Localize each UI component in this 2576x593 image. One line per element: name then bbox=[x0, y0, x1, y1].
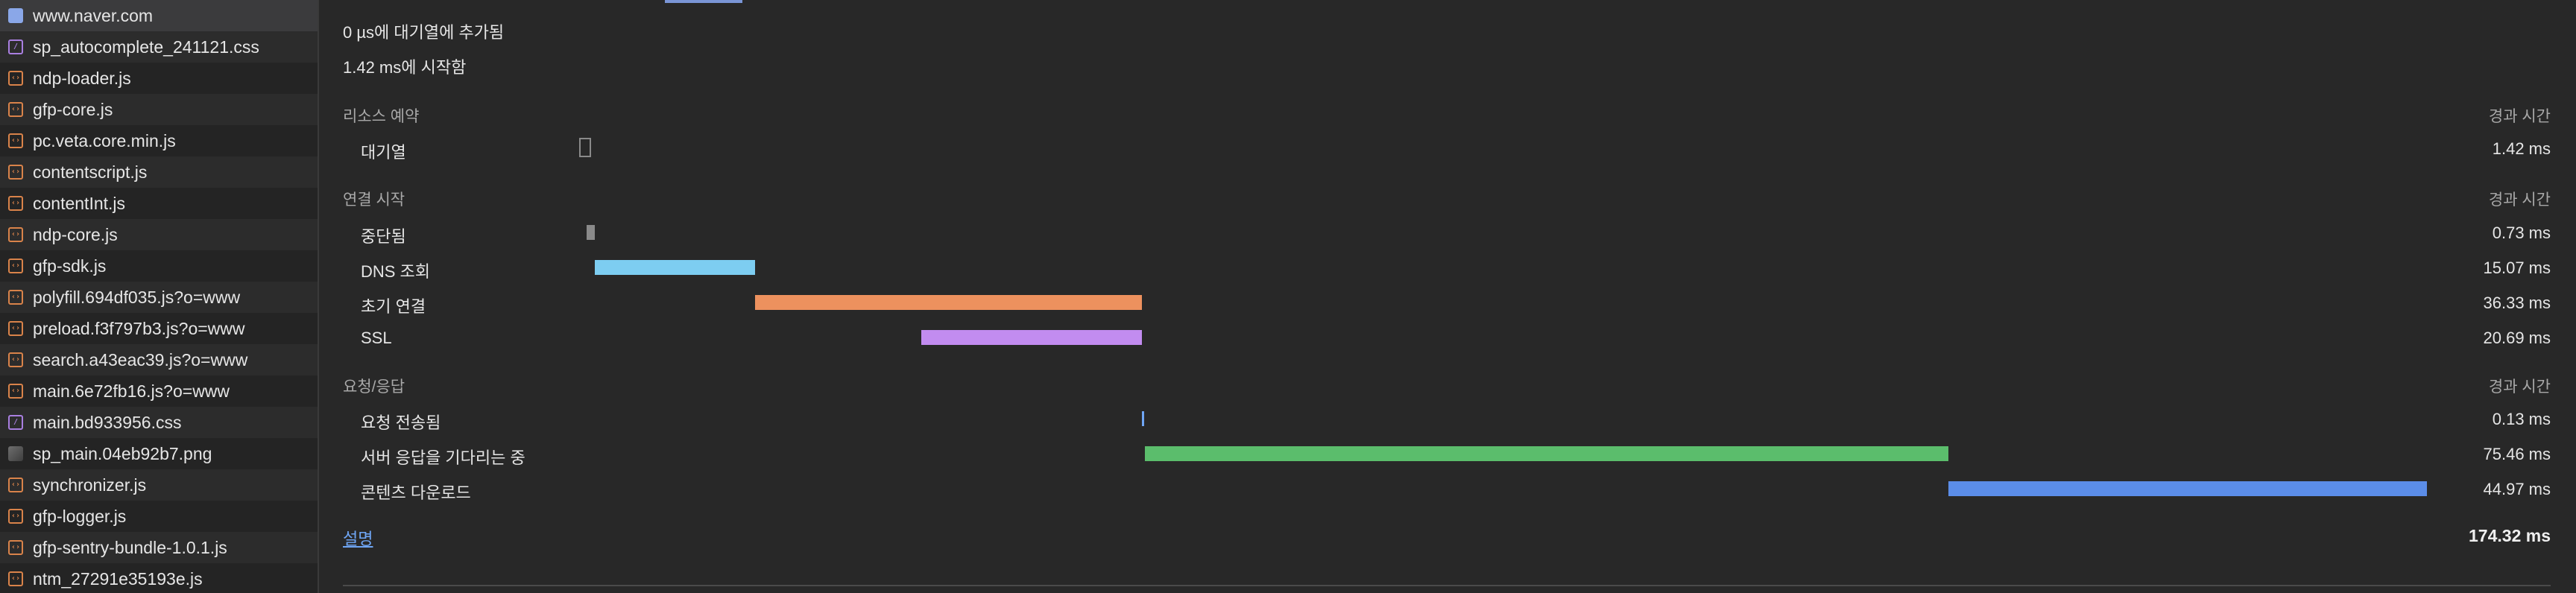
phase-label: 콘텐츠 다운로드 bbox=[361, 483, 471, 502]
request-item[interactable]: ‹› ndp-core.js bbox=[0, 219, 318, 250]
request-item[interactable]: ‹› main.6e72fb16.js?o=www bbox=[0, 375, 318, 407]
request-item-label: gfp-logger.js bbox=[33, 506, 127, 526]
timing-panel: 0 µs에 대기열에 추가됨 1.42 ms에 시작함 리소스 예약 경과 시간 대… bbox=[319, 0, 2576, 593]
script-file-icon: ‹› bbox=[8, 290, 23, 305]
request-item[interactable]: ‹› ndp-loader.js bbox=[0, 63, 318, 94]
request-item-label: main.6e72fb16.js?o=www bbox=[33, 381, 230, 401]
phase-duration: 36.33 ms bbox=[2483, 294, 2551, 312]
request-list-sidebar: www.naver.com / sp_autocomplete_241121.css… bbox=[0, 0, 319, 593]
script-file-icon: ‹› bbox=[8, 196, 23, 211]
request-item-label: gfp-core.js bbox=[33, 99, 113, 119]
request-item-label: contentInt.js bbox=[33, 193, 126, 213]
script-file-icon: ‹› bbox=[8, 133, 23, 148]
script-file-icon: ‹› bbox=[8, 571, 23, 586]
request-item[interactable]: ‹› polyfill.694df035.js?o=www bbox=[0, 282, 318, 313]
script-file-icon: ‹› bbox=[8, 259, 23, 273]
request-item[interactable]: ‹› gfp-core.js bbox=[0, 94, 318, 125]
script-file-icon: ‹› bbox=[8, 540, 23, 555]
document-icon bbox=[8, 8, 23, 23]
phase-label: 서버 응답을 기다리는 중 bbox=[361, 448, 525, 467]
request-item-label: gfp-sdk.js bbox=[33, 256, 107, 276]
elapsed-time-header: 경과 시간 bbox=[2488, 108, 2551, 125]
bottom-divider bbox=[343, 585, 2551, 586]
phase-bar bbox=[921, 330, 1142, 345]
request-item[interactable]: ‹› ntm_27291e35193e.js bbox=[0, 563, 318, 593]
request-item-label: www.naver.com bbox=[33, 5, 154, 25]
elapsed-time-header: 경과 시간 bbox=[2488, 378, 2551, 396]
request-item[interactable]: / sp_autocomplete_241121.css bbox=[0, 31, 318, 63]
image-file-icon bbox=[8, 446, 23, 461]
phase-label: 요청 전송됨 bbox=[361, 413, 441, 432]
selected-tab-indicator bbox=[665, 0, 742, 3]
phase-label: 중단됨 bbox=[361, 227, 406, 246]
section-title: 연결 시작 bbox=[343, 191, 405, 209]
request-item-label: sp_main.04eb92b7.png bbox=[33, 443, 212, 463]
elapsed-time-header: 경과 시간 bbox=[2488, 191, 2551, 209]
phase-bar bbox=[1145, 446, 1948, 461]
explanation-link[interactable]: 설명 bbox=[343, 530, 373, 548]
request-item-label: contentscript.js bbox=[33, 162, 148, 182]
phase-label: SSL bbox=[361, 329, 392, 347]
request-item[interactable]: ‹› contentInt.js bbox=[0, 188, 318, 219]
request-item[interactable]: www.naver.com bbox=[0, 0, 318, 31]
request-item-label: polyfill.694df035.js?o=www bbox=[33, 287, 241, 307]
request-item[interactable]: ‹› contentscript.js bbox=[0, 156, 318, 188]
request-item-label: sp_autocomplete_241121.css bbox=[33, 37, 259, 57]
phase-duration: 1.42 ms bbox=[2492, 139, 2551, 158]
section-title: 리소스 예약 bbox=[343, 108, 420, 125]
script-file-icon: ‹› bbox=[8, 321, 23, 336]
request-item-label: preload.f3f797b3.js?o=www bbox=[33, 318, 245, 338]
total-duration: 174.32 ms bbox=[2469, 526, 2551, 545]
phase-duration: 0.73 ms bbox=[2492, 223, 2551, 242]
request-item[interactable]: / main.bd933956.css bbox=[0, 407, 318, 438]
request-item[interactable]: ‹› gfp-logger.js bbox=[0, 501, 318, 532]
request-item[interactable]: ‹› synchronizer.js bbox=[0, 469, 318, 501]
phase-bar bbox=[754, 295, 1142, 310]
css-file-icon: / bbox=[8, 415, 23, 430]
script-file-icon: ‹› bbox=[8, 102, 23, 117]
phase-bar bbox=[1948, 481, 2427, 496]
request-item[interactable]: ‹› preload.f3f797b3.js?o=www bbox=[0, 313, 318, 344]
request-item-label: ndp-core.js bbox=[33, 224, 118, 244]
phase-bar bbox=[587, 225, 595, 240]
phase-bar bbox=[594, 260, 755, 275]
phase-duration: 0.13 ms bbox=[2492, 410, 2551, 428]
started-at-text: 1.42 ms에 시작함 bbox=[343, 58, 467, 77]
script-file-icon: ‹› bbox=[8, 71, 23, 86]
request-item[interactable]: ‹› gfp-sentry-bundle-1.0.1.js bbox=[0, 532, 318, 563]
request-item-label: synchronizer.js bbox=[33, 475, 147, 495]
request-item-label: gfp-sentry-bundle-1.0.1.js bbox=[33, 537, 227, 557]
queue-marker bbox=[579, 138, 591, 157]
script-file-icon: ‹› bbox=[8, 352, 23, 367]
request-item-label: ntm_27291e35193e.js bbox=[33, 568, 203, 589]
phase-duration: 15.07 ms bbox=[2483, 259, 2551, 277]
request-item[interactable]: ‹› pc.veta.core.min.js bbox=[0, 125, 318, 156]
phase-bar bbox=[1141, 411, 1144, 426]
queued-at-text: 0 µs에 대기열에 추가됨 bbox=[343, 23, 505, 42]
request-item-label: pc.veta.core.min.js bbox=[33, 130, 176, 150]
request-item-label: main.bd933956.css bbox=[33, 412, 182, 432]
request-item[interactable]: ‹› gfp-sdk.js bbox=[0, 250, 318, 282]
script-file-icon: ‹› bbox=[8, 165, 23, 180]
request-item[interactable]: sp_main.04eb92b7.png bbox=[0, 438, 318, 469]
request-item-label: ndp-loader.js bbox=[33, 68, 131, 88]
script-file-icon: ‹› bbox=[8, 227, 23, 242]
script-file-icon: ‹› bbox=[8, 509, 23, 524]
phase-label: DNS 조회 bbox=[361, 262, 431, 281]
phase-duration: 20.69 ms bbox=[2483, 329, 2551, 347]
request-item[interactable]: ‹› search.a43eac39.js?o=www bbox=[0, 344, 318, 375]
phase-label: 초기 연결 bbox=[361, 297, 426, 316]
script-file-icon: ‹› bbox=[8, 384, 23, 399]
phase-duration: 75.46 ms bbox=[2483, 445, 2551, 463]
css-file-icon: / bbox=[8, 39, 23, 54]
phase-duration: 44.97 ms bbox=[2483, 480, 2551, 498]
script-file-icon: ‹› bbox=[8, 478, 23, 492]
request-item-label: search.a43eac39.js?o=www bbox=[33, 349, 248, 370]
section-title: 요청/응답 bbox=[343, 378, 405, 396]
phase-label: 대기열 bbox=[361, 143, 406, 162]
